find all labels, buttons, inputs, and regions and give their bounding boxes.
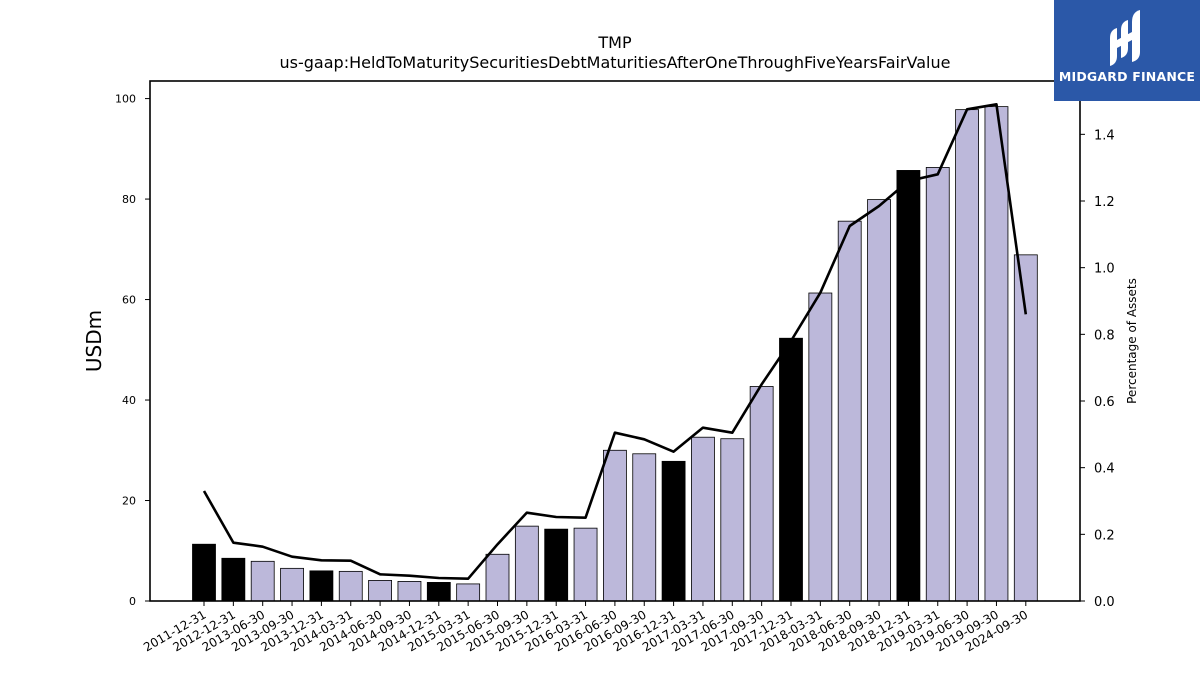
bar-2013-09-30 — [280, 567, 304, 602]
bar-2019-06-30 — [955, 109, 979, 602]
y-axis-label: USDm — [82, 310, 106, 372]
percentage-line — [202, 103, 1028, 580]
y-tick-label: 40 — [122, 394, 136, 407]
y2-tick-label: 0.0 — [1094, 595, 1115, 610]
bar-2018-09-30 — [867, 199, 891, 602]
brand-logo: MIDGARD FINANCE — [1054, 0, 1200, 101]
bar-2019-09-30 — [984, 106, 1009, 602]
bars-group — [192, 106, 1038, 602]
bar-2014-09-30 — [397, 581, 422, 602]
bar-2016-09-30 — [632, 453, 657, 602]
y2-tick-label: 0.6 — [1094, 395, 1115, 410]
y2-tick-label: 0.8 — [1094, 328, 1115, 343]
y2-axis-label: Percentage of Assets — [1125, 278, 1139, 404]
chart-title: TMP — [597, 33, 632, 52]
bar-2012-12-31 — [221, 557, 246, 602]
bar-2016-12-31 — [661, 460, 686, 602]
y-tick-label: 0 — [129, 595, 136, 608]
bar-2015-12-31 — [544, 528, 569, 602]
bar-2018-03-31 — [808, 292, 833, 602]
bar-2018-06-30 — [837, 220, 862, 602]
bar-2011-12-31 — [192, 543, 216, 602]
bar-2017-12-31 — [779, 337, 803, 602]
y2-tick-label: 1.4 — [1094, 128, 1115, 143]
logo-text: MIDGARD FINANCE — [1058, 69, 1196, 84]
bar-2017-09-30 — [749, 386, 774, 602]
bar-2016-03-31 — [573, 527, 598, 602]
y-tick-label: 80 — [122, 193, 136, 206]
bar-2014-06-30 — [368, 580, 393, 602]
bar-2015-06-30 — [485, 553, 510, 602]
bar-2016-06-30 — [603, 449, 627, 602]
bar-2013-06-30 — [250, 560, 275, 602]
line-group — [202, 103, 1028, 580]
y2-tick-label: 1.2 — [1094, 195, 1115, 210]
y2-tick-label: 0.4 — [1094, 462, 1115, 477]
y2-tick-label: 0.2 — [1094, 528, 1115, 543]
chart-subtitle: us-gaap:HeldToMaturitySecuritiesDebtMatu… — [280, 53, 951, 72]
y-tick-label: 100 — [115, 93, 136, 106]
bar-2014-12-31 — [426, 582, 451, 602]
bar-2017-06-30 — [720, 438, 745, 602]
y-tick-label: 20 — [122, 495, 136, 508]
bar-2017-03-31 — [691, 436, 715, 602]
logo-mark-icon — [1110, 10, 1140, 66]
y2-tick-label: 1.0 — [1094, 262, 1115, 277]
y-tick-label: 60 — [122, 294, 136, 307]
bar-2018-12-31 — [896, 170, 921, 602]
bar-2013-12-31 — [309, 570, 334, 602]
bar-2015-03-31 — [456, 583, 481, 602]
bar-2014-03-31 — [338, 570, 363, 602]
bar-2015-09-30 — [514, 525, 539, 602]
bar-2019-03-31 — [925, 167, 950, 602]
